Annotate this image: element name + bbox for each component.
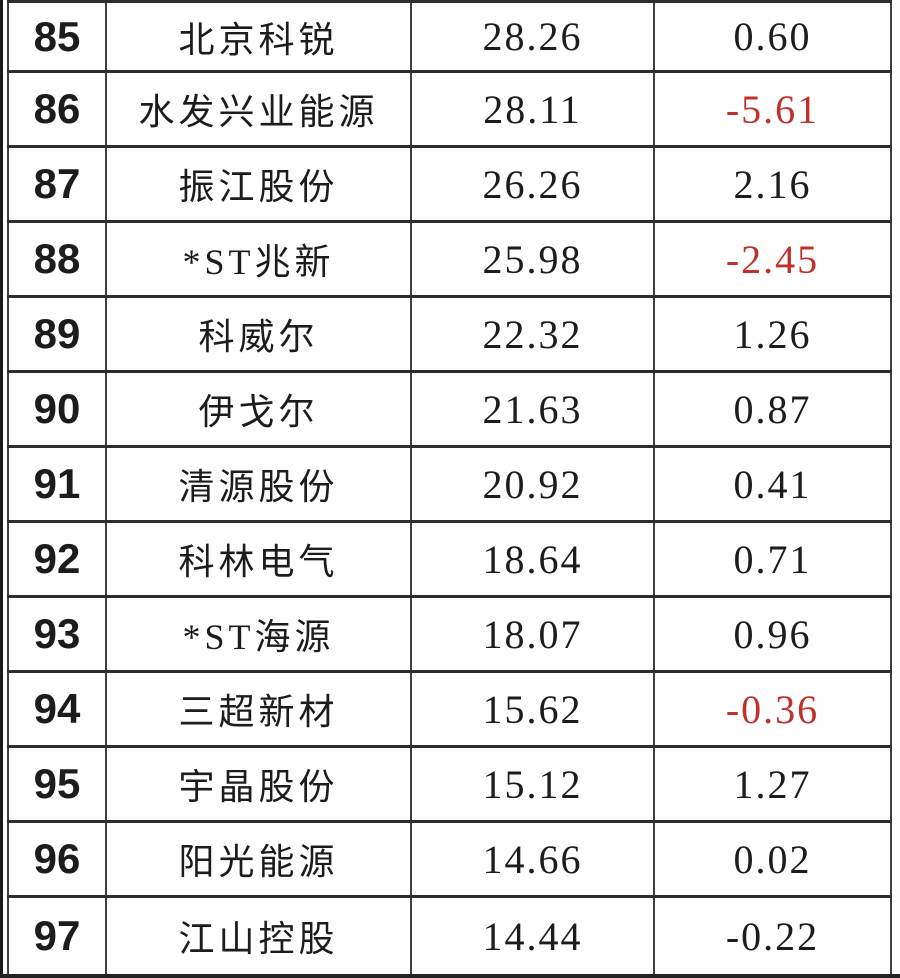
value2-cell: -5.61: [655, 73, 892, 145]
value2-cell: 1.27: [655, 748, 892, 820]
company-name-cell: 科威尔: [107, 298, 412, 370]
value1-cell: 18.64: [412, 523, 655, 595]
rank-cell: 89: [7, 298, 107, 370]
value1-cell: 15.12: [412, 748, 655, 820]
value2-cell: 1.26: [655, 298, 892, 370]
rank-cell: 93: [7, 598, 107, 670]
value1-cell: 25.98: [412, 223, 655, 295]
company-name-cell: 振江股份: [107, 148, 412, 220]
value1-cell: 20.92: [412, 448, 655, 520]
table-row: 96 阳光能源 14.66 0.02: [7, 823, 892, 898]
value1-cell: 14.44: [412, 898, 655, 974]
screenshot-left-edge: [0, 0, 3, 978]
table-row: 91 清源股份 20.92 0.41: [7, 448, 892, 523]
value2-cell: 0.71: [655, 523, 892, 595]
stock-table: 85 北京科锐 28.26 0.60 86 水发兴业能源 28.11 -5.61…: [7, 0, 892, 977]
company-name-cell: *ST兆新: [107, 223, 412, 295]
rank-cell: 95: [7, 748, 107, 820]
rank-cell: 87: [7, 148, 107, 220]
value1-cell: 26.26: [412, 148, 655, 220]
table-row: 97 江山控股 14.44 -0.22: [7, 898, 892, 977]
value1-cell: 18.07: [412, 598, 655, 670]
company-name-cell: 水发兴业能源: [107, 73, 412, 145]
table-row: 86 水发兴业能源 28.11 -5.61: [7, 73, 892, 148]
value2-cell: 2.16: [655, 148, 892, 220]
rank-cell: 96: [7, 823, 107, 895]
rank-cell: 88: [7, 223, 107, 295]
table-row: 93 *ST海源 18.07 0.96: [7, 598, 892, 673]
value2-cell: -0.36: [655, 673, 892, 745]
table-row: 85 北京科锐 28.26 0.60: [7, 3, 892, 73]
table-row: 88 *ST兆新 25.98 -2.45: [7, 223, 892, 298]
table-row: 94 三超新材 15.62 -0.36: [7, 673, 892, 748]
value1-cell: 15.62: [412, 673, 655, 745]
company-name-cell: *ST海源: [107, 598, 412, 670]
table-row: 90 伊戈尔 21.63 0.87: [7, 373, 892, 448]
value1-cell: 22.32: [412, 298, 655, 370]
rank-cell: 85: [7, 3, 107, 70]
company-name-cell: 清源股份: [107, 448, 412, 520]
rank-cell: 92: [7, 523, 107, 595]
value1-cell: 28.26: [412, 3, 655, 70]
value2-cell: 0.96: [655, 598, 892, 670]
value1-cell: 14.66: [412, 823, 655, 895]
rank-cell: 86: [7, 73, 107, 145]
company-name-cell: 三超新材: [107, 673, 412, 745]
company-name-cell: 宇晶股份: [107, 748, 412, 820]
rank-cell: 90: [7, 373, 107, 445]
rank-cell: 97: [7, 898, 107, 974]
company-name-cell: 北京科锐: [107, 3, 412, 70]
value2-cell: 0.87: [655, 373, 892, 445]
table-row: 92 科林电气 18.64 0.71: [7, 523, 892, 598]
value2-cell: 0.02: [655, 823, 892, 895]
company-name-cell: 江山控股: [107, 898, 412, 974]
value1-cell: 28.11: [412, 73, 655, 145]
value2-cell: -0.22: [655, 898, 892, 974]
table-row: 87 振江股份 26.26 2.16: [7, 148, 892, 223]
value2-cell: 0.41: [655, 448, 892, 520]
company-name-cell: 阳光能源: [107, 823, 412, 895]
value2-cell: -2.45: [655, 223, 892, 295]
company-name-cell: 科林电气: [107, 523, 412, 595]
screenshot-bottom-edge: [0, 974, 900, 978]
table-row: 89 科威尔 22.32 1.26: [7, 298, 892, 373]
rank-cell: 91: [7, 448, 107, 520]
rank-cell: 94: [7, 673, 107, 745]
value1-cell: 21.63: [412, 373, 655, 445]
company-name-cell: 伊戈尔: [107, 373, 412, 445]
value2-cell: 0.60: [655, 3, 892, 70]
table-row: 95 宇晶股份 15.12 1.27: [7, 748, 892, 823]
